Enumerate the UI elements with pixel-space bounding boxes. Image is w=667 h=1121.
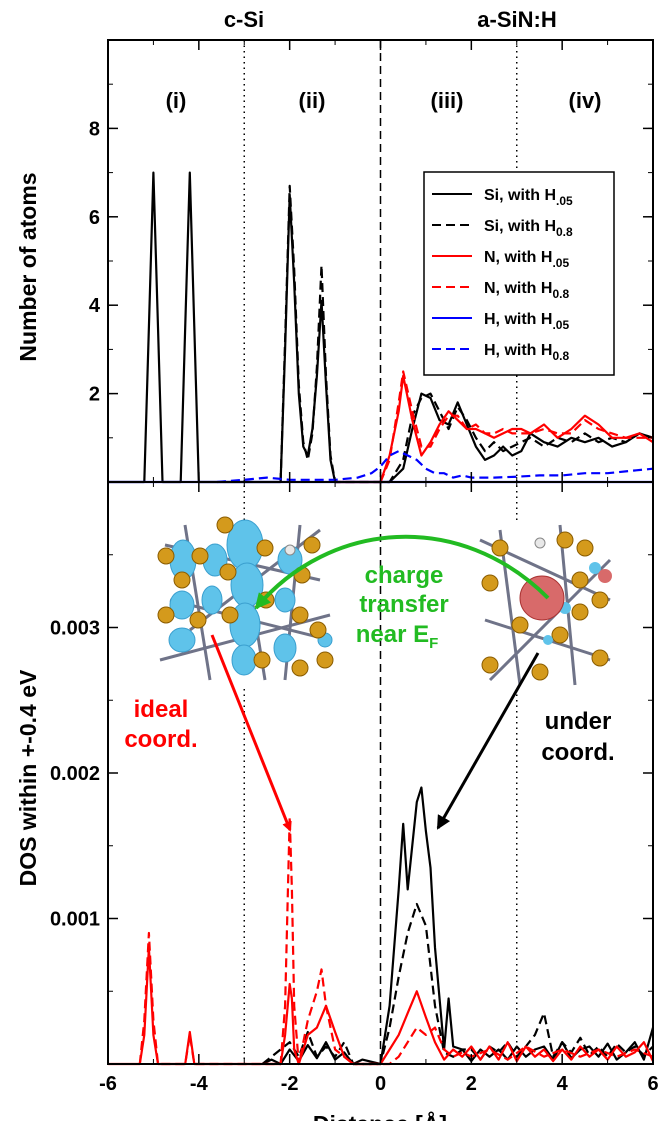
- annotation-transfer: transfer: [359, 591, 448, 618]
- legend-label: H, with H.05: [484, 311, 569, 332]
- y-tick-label: 0.002: [50, 763, 100, 785]
- legend-label: N, with H0.8: [484, 280, 569, 301]
- structure-inset-left: [154, 516, 334, 685]
- x-tick-label: 2: [466, 1073, 477, 1095]
- x-axis-title: Distance [Å]: [313, 1110, 447, 1121]
- series-line-top-si-with-h0-8: [279, 184, 654, 484]
- charge-transfer-arrow: [254, 534, 550, 610]
- y-tick-label: 0.003: [50, 618, 100, 640]
- x-tick-label: 6: [647, 1073, 658, 1095]
- legend-label: H, with H0.8: [484, 342, 569, 363]
- y-tick-label: 2: [89, 384, 100, 406]
- series-line-bottom-si-with-h0-8: [261, 902, 654, 1066]
- ideal-coord-arrow: [210, 634, 292, 832]
- y-tick-label: 4: [89, 295, 101, 317]
- annotation-ideal: ideal: [134, 696, 189, 723]
- header-c-si: c-Si: [224, 7, 264, 32]
- series-line-bottom-si-with-h-05: [261, 786, 655, 1066]
- x-tick-label: -4: [190, 1073, 209, 1095]
- structure-inset-right: [478, 520, 613, 686]
- y-tick-label: 0.001: [50, 909, 100, 931]
- x-tick-label: -2: [281, 1073, 299, 1095]
- legend-label: Si, with H.05: [484, 187, 573, 208]
- annotation-under: under: [545, 708, 612, 735]
- region-label-iii: (iii): [431, 88, 464, 113]
- header-a-sinh: a-SiN:H: [477, 7, 556, 32]
- annotation-near-ef: near EF: [356, 621, 439, 652]
- region-label-iv: (iv): [569, 88, 602, 113]
- x-tick-label: 4: [557, 1073, 569, 1095]
- region-label-i: (i): [166, 88, 187, 113]
- series-line-bottom-n-with-h0-8: [138, 815, 654, 1066]
- bottom-y-axis-title: DOS within +-0.4 eV: [15, 669, 41, 886]
- annotation-coord-ideal: coord.: [124, 726, 197, 753]
- series-line-top-h-with-h0-8: [216, 450, 654, 484]
- annotation-charge: charge: [365, 562, 444, 589]
- y-tick-label: 8: [89, 118, 100, 140]
- series-line-top-n-with-h-05: [335, 374, 654, 484]
- under-coord-arrow: [436, 652, 540, 830]
- legend-label: N, with H.05: [484, 249, 569, 270]
- legend-label: Si, with H0.8: [484, 218, 573, 239]
- x-tick-label: -6: [99, 1073, 117, 1095]
- y-tick-label: 6: [89, 207, 100, 229]
- legend: Si, with H.05 Si, with H0.8 N, with H.05 N,…: [423, 171, 615, 376]
- top-y-axis-title: Number of atoms: [15, 172, 41, 361]
- annotation-coord-under: coord.: [541, 739, 614, 766]
- region-label-ii: (ii): [299, 88, 326, 113]
- x-tick-label: 0: [375, 1073, 386, 1095]
